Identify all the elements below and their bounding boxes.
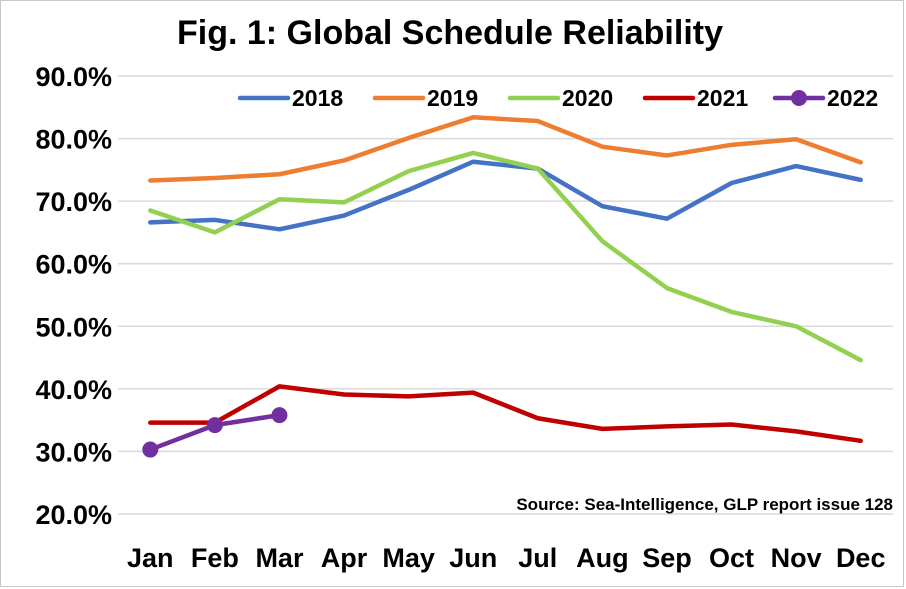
series-line-2018 [148,159,863,232]
x-tick-label: Nov [771,543,822,573]
x-tick-label: Dec [836,543,886,573]
x-tick-label: Jul [518,543,557,573]
gridlines [118,75,893,515]
x-tick-label: Mar [255,543,304,573]
legend-item-2018: 2018 [237,85,343,111]
data-point-2022 [206,417,223,434]
chart-title: Fig. 1: Global Schedule Reliability [177,14,723,52]
legend-label: 2020 [562,85,613,111]
x-tick-label: Feb [191,543,239,573]
legend-label: 2021 [697,85,748,111]
x-tick-label: Aug [576,543,628,573]
y-tick-label: 90.0% [35,62,112,92]
legend: 2018 2019 2020 2021 2022 [237,85,878,111]
legend-label: 2022 [827,85,878,111]
x-tick-label: Jun [449,543,497,573]
legend-item-2019: 2019 [372,85,478,111]
y-tick-label: 30.0% [35,437,112,467]
x-axis-ticks: Jan Feb Mar Apr May Jun Jul Aug Sep Oct Nov Dec [127,543,885,573]
legend-label: 2019 [427,85,478,111]
y-tick-label: 40.0% [35,375,112,405]
y-tick-label: 20.0% [35,500,112,530]
x-tick-label: Jan [127,543,174,573]
legend-item-2022: 2022 [772,85,878,111]
y-tick-label: 80.0% [35,125,112,155]
series-line-2020 [148,150,863,363]
y-axis-ticks: 20.0% 30.0% 40.0% 50.0% 60.0% 70.0% 80.0% 90.0% [35,62,112,530]
x-tick-label: May [382,543,435,573]
legend-marker [791,90,807,106]
series-lines [142,115,863,458]
data-point-2022 [142,441,159,458]
x-tick-label: Oct [709,543,754,573]
legend-item-2020: 2020 [507,85,613,111]
source-annotation: Source: Sea-Intelligence, GLP report iss… [516,495,893,514]
x-tick-label: Sep [642,543,692,573]
y-tick-label: 60.0% [35,250,112,280]
data-point-2022 [271,407,288,424]
legend-item-2021: 2021 [642,85,748,111]
legend-label: 2018 [292,85,343,111]
y-tick-label: 70.0% [35,187,112,217]
x-tick-label: Apr [321,543,368,573]
series-line-2021 [148,384,863,444]
series-line-2019 [148,115,863,183]
y-tick-label: 50.0% [35,312,112,342]
